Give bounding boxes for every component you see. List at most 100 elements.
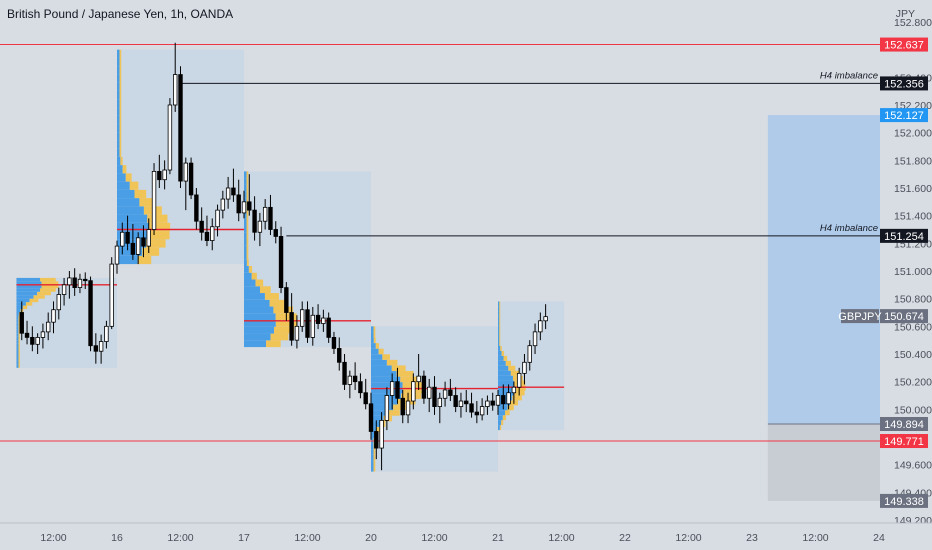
volume-profile-bar (244, 191, 247, 199)
volume-profile-bar (264, 293, 279, 300)
volume-profile-bar (244, 232, 247, 239)
volume-profile-bar (119, 57, 122, 67)
price-label-text: 152.637 (884, 40, 924, 52)
time-tick-label: 16 (111, 532, 123, 544)
time-tick-label: 12:00 (802, 532, 828, 544)
time-axis[interactable]: 12:00 16 12:00 17 12:00 20 12:00 21 12:00 22 12:00… (0, 522, 932, 550)
candle-body (278, 236, 284, 289)
volume-profile-bar (117, 189, 135, 199)
time-tick-label: 20 (365, 532, 377, 544)
volume-profile-bar (117, 123, 120, 133)
volume-profile-bar (16, 329, 19, 334)
volume-profile-bar (148, 231, 170, 240)
candle-body (61, 284, 67, 295)
candle-body (321, 317, 326, 324)
volume-profile-bar (498, 336, 500, 342)
volume-profile-bar (246, 171, 249, 179)
volume-profile-bar (498, 375, 513, 381)
volume-profile-bar (16, 322, 19, 327)
volume-profile-bar (244, 333, 271, 341)
candle-body (405, 400, 411, 416)
volume-profile-bar (25, 302, 33, 306)
volume-profile-bar (255, 279, 264, 287)
volume-profile-bar (371, 326, 374, 332)
volume-profile-bar (499, 336, 501, 342)
volume-profile-bar (251, 272, 257, 280)
volume-profile-bar (246, 184, 249, 192)
long-position-tool[interactable] (767, 115, 880, 501)
volume-profile-bar (29, 298, 39, 303)
volume-profile-bar (16, 281, 42, 285)
candle-body (532, 331, 538, 347)
candle-body (204, 231, 210, 241)
volume-profile-bar (246, 252, 249, 260)
price-tick-label: 152.800 (894, 17, 932, 29)
candle-body (490, 400, 495, 406)
volume-profile-bar (244, 178, 247, 185)
candle-body (167, 104, 173, 171)
volume-profile-bar (244, 299, 270, 307)
volume-profile-bar (142, 247, 160, 256)
volume-profile-bar (16, 319, 19, 323)
candle-body (125, 231, 130, 244)
volume-profile-bar (244, 211, 247, 219)
volume-profile-bar (498, 306, 500, 312)
candle-body (30, 336, 35, 345)
candle-body (437, 397, 442, 407)
volume-profile-bar (119, 82, 122, 91)
price-axis[interactable]: JPY152.800152.400152.200152.000151.80015… (880, 0, 932, 550)
volume-profile-bar (244, 313, 276, 321)
volume-profile-bar (18, 322, 20, 327)
price-label-box (880, 76, 928, 91)
volume-profile-bar (146, 239, 166, 248)
volume-profile-bar (510, 370, 520, 376)
volume-profile-bar (16, 288, 41, 292)
volume-profile-bar (499, 326, 501, 332)
volume-profile-bar (499, 311, 501, 317)
candle-body (300, 309, 305, 327)
volume-profile-bar (244, 238, 247, 246)
candle-body (120, 231, 125, 247)
volume-profile-bar (275, 320, 298, 327)
candle-body (46, 321, 51, 333)
line-annotation: H4 imbalance (820, 223, 878, 234)
candle-body (389, 381, 395, 396)
candle-body (384, 395, 390, 421)
volume-profile-bar (18, 347, 20, 351)
volume-profile-bar (16, 302, 26, 306)
volume-profile-bar (371, 359, 387, 366)
candle-body (273, 229, 278, 237)
candle-body (135, 237, 141, 255)
price-tick-label: 152.000 (894, 128, 932, 140)
volume-profile-bar (371, 354, 383, 360)
candle-body (98, 341, 104, 352)
volume-profile-bar (117, 49, 120, 58)
volume-profile-bar (501, 420, 504, 426)
volume-profile-bar (371, 382, 403, 388)
volume-profile-bar (18, 326, 20, 330)
horizontal-lines-layer[interactable]: H4 imbalance H4 imbalance (0, 44, 880, 442)
price-tick-label: 150.600 (894, 321, 932, 333)
volume-profile-bar (371, 421, 380, 427)
candle-body (19, 312, 24, 334)
volume-profile-bar (244, 320, 276, 327)
chart-title: British Pound / Japanese Yen, 1h, OANDA (7, 7, 234, 21)
volume-profile-bar (499, 331, 501, 337)
volume-profile-bar (119, 90, 122, 100)
candle-body (326, 317, 331, 338)
candle-body (88, 280, 93, 347)
volume-profile-bar (373, 465, 376, 472)
volume-profile-bar (498, 331, 500, 337)
volume-profile-bar (274, 326, 295, 334)
candle-body (162, 169, 167, 181)
volume-profile-bar (125, 173, 132, 182)
candle-body (247, 201, 252, 211)
volume-profile-bar (246, 218, 249, 226)
price-tick-label: 150.400 (894, 349, 932, 361)
candle-body (411, 381, 416, 402)
candle-body (347, 375, 353, 385)
volume-profile-bar (16, 333, 19, 337)
volume-profile-bar (41, 284, 59, 289)
